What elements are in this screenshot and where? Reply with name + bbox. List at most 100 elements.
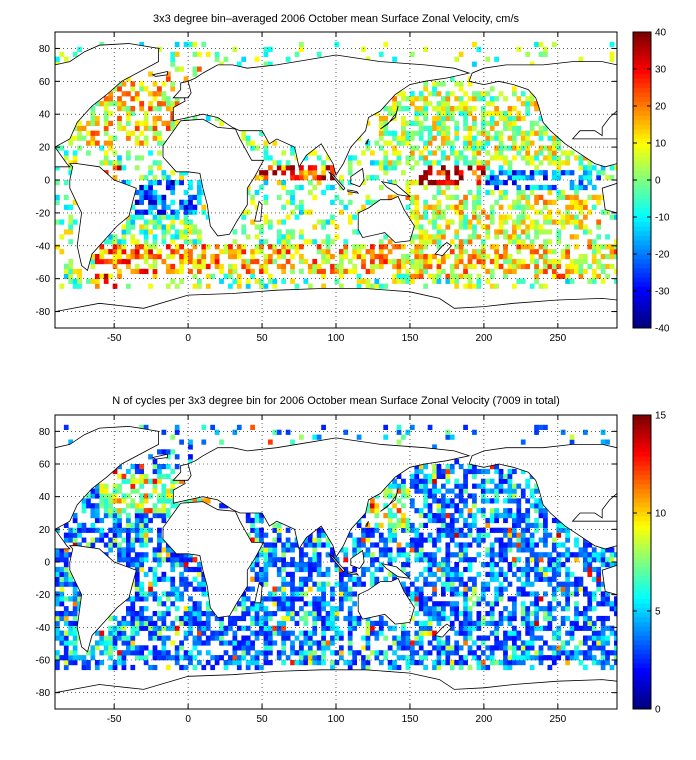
- data-cell: [574, 184, 579, 191]
- data-cell: [134, 214, 140, 220]
- data-cell: [591, 278, 597, 284]
- data-cell: [556, 630, 562, 636]
- data-cell: [441, 125, 446, 131]
- data-cell: [534, 635, 539, 641]
- data-cell: [72, 532, 78, 538]
- data-cell: [458, 625, 464, 631]
- data-cell: [556, 165, 562, 171]
- data-cell: [547, 557, 553, 563]
- data-cell: [534, 591, 539, 597]
- data-cell: [449, 527, 455, 533]
- data-cell: [330, 254, 335, 260]
- data-cell: [614, 655, 617, 661]
- data-cell: [476, 660, 482, 666]
- data-cell: [436, 204, 442, 210]
- data-cell: [582, 611, 588, 617]
- data-cell: [449, 503, 455, 509]
- data-cell: [441, 150, 446, 156]
- data-cell: [574, 586, 579, 592]
- data-cell: [307, 571, 313, 577]
- data-cell: [511, 155, 517, 161]
- data-cell: [574, 204, 579, 210]
- data-cell: [72, 591, 78, 597]
- data-cell: [427, 150, 433, 156]
- data-cell: [441, 503, 446, 509]
- data-cell: [432, 517, 437, 524]
- data-cell: [103, 96, 109, 102]
- data-cell: [480, 115, 486, 122]
- data-cell: [219, 655, 224, 661]
- data-cell: [560, 650, 566, 656]
- data-cell: [538, 115, 544, 122]
- data-cell: [609, 557, 615, 563]
- data-cell: [303, 155, 309, 161]
- data-cell: [405, 204, 411, 210]
- data-cell: [192, 635, 198, 641]
- data-cell: [574, 611, 579, 617]
- data-cell: [196, 611, 202, 617]
- colorbar-step: [633, 433, 651, 439]
- data-cell: [494, 488, 499, 494]
- data-cell: [157, 655, 162, 661]
- data-cell: [401, 630, 406, 636]
- data-cell: [330, 596, 335, 602]
- data-cell: [272, 601, 278, 607]
- data-cell: [290, 268, 295, 275]
- data-cell: [423, 184, 428, 191]
- data-cell: [161, 224, 167, 230]
- data-cell: [281, 234, 287, 240]
- data-cell: [409, 165, 415, 171]
- data-cell: [547, 562, 553, 568]
- data-cell: [63, 229, 69, 235]
- data-cell: [560, 615, 566, 622]
- data-cell: [374, 557, 380, 563]
- data-cell: [299, 650, 304, 656]
- data-cell: [569, 439, 575, 445]
- data-cell: [458, 493, 464, 499]
- data-cell: [352, 650, 358, 656]
- data-cell: [449, 532, 455, 538]
- data-cell: [396, 542, 402, 548]
- data-cell: [441, 229, 446, 235]
- data-cell: [454, 160, 460, 166]
- data-cell: [498, 180, 504, 186]
- data-cell: [299, 645, 304, 651]
- data-cell: [179, 170, 184, 176]
- data-cell: [103, 542, 109, 548]
- data-cell: [591, 660, 597, 666]
- data-cell: [68, 655, 74, 661]
- coastline: [357, 195, 415, 243]
- data-cell: [330, 611, 335, 617]
- data-cell: [170, 478, 176, 484]
- data-cell: [152, 258, 158, 265]
- data-cell: [463, 468, 468, 475]
- data-cell: [312, 194, 318, 201]
- data-cell: [405, 522, 411, 528]
- data-cell: [520, 135, 526, 141]
- data-cell: [574, 601, 579, 607]
- data-cell: [600, 170, 606, 176]
- data-cell: [117, 160, 122, 166]
- data-cell: [432, 273, 437, 279]
- data-cell: [263, 557, 269, 563]
- data-cell: [520, 145, 526, 151]
- data-cell: [396, 263, 402, 270]
- data-cell: [152, 591, 158, 597]
- data-cell: [476, 180, 482, 186]
- data-cell: [485, 268, 491, 275]
- data-cell: [432, 571, 437, 577]
- data-cell: [441, 120, 446, 127]
- data-cell: [72, 601, 78, 607]
- data-cell: [347, 620, 353, 626]
- coastline: [328, 171, 346, 191]
- data-cell: [374, 283, 380, 289]
- data-cell: [343, 249, 349, 255]
- data-cell: [196, 234, 202, 240]
- data-cell: [68, 650, 74, 656]
- data-cell: [392, 130, 397, 136]
- data-cell: [170, 503, 176, 509]
- data-cell: [121, 527, 127, 533]
- data-cell: [86, 140, 91, 146]
- data-cell: [267, 254, 273, 260]
- data-cell: [152, 581, 158, 587]
